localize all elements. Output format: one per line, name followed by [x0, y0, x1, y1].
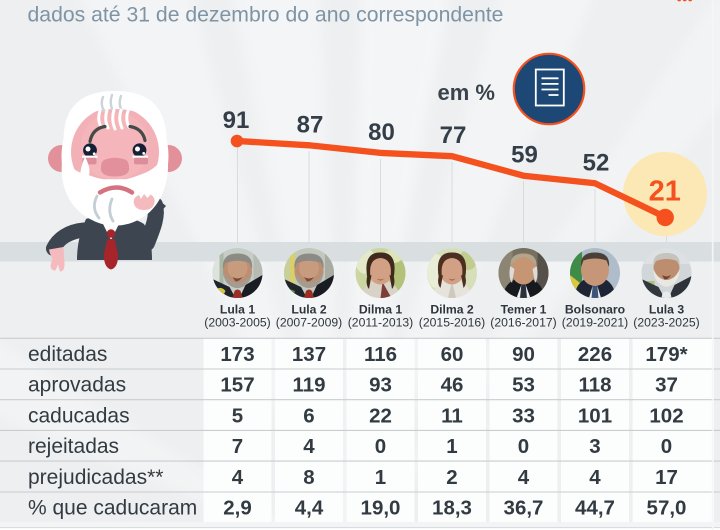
svg-text:(2007-2009): (2007-2009)	[276, 316, 342, 330]
svg-text:90: 90	[512, 343, 535, 366]
svg-text:18,3: 18,3	[432, 497, 472, 520]
svg-text:3: 3	[589, 435, 600, 458]
svg-text:(2011-2013): (2011-2013)	[348, 316, 414, 330]
svg-text:60: 60	[441, 343, 464, 366]
svg-text:93: 93	[369, 374, 392, 397]
svg-text:33: 33	[512, 404, 535, 427]
svg-text:(2016-2017): (2016-2017)	[490, 316, 556, 330]
svg-text:2: 2	[446, 466, 457, 489]
svg-text:5: 5	[232, 404, 243, 427]
svg-text:prejudicadas**: prejudicadas**	[28, 466, 163, 489]
svg-text:119: 119	[292, 374, 325, 397]
svg-text:dados até 31 de dezembro do an: dados até 31 de dezembro do ano correspo…	[28, 4, 504, 27]
svg-text:em %: em %	[438, 80, 495, 105]
svg-text:116: 116	[364, 343, 397, 366]
svg-text:52: 52	[583, 149, 610, 176]
svg-text:4: 4	[589, 466, 601, 489]
svg-text:(2023-2025): (2023-2025)	[633, 316, 699, 330]
svg-text:editadas: editadas	[28, 343, 107, 366]
svg-text:rejeitadas: rejeitadas	[28, 435, 119, 458]
svg-text:137: 137	[292, 343, 326, 366]
svg-text:22: 22	[369, 404, 392, 427]
svg-text:Dilma 1: Dilma 1	[359, 302, 403, 316]
svg-text:1: 1	[375, 466, 386, 489]
svg-text:4,4: 4,4	[295, 497, 324, 520]
svg-text:2,9: 2,9	[223, 497, 252, 520]
svg-text:157: 157	[220, 374, 254, 397]
svg-text:59: 59	[511, 142, 538, 169]
svg-text:21: 21	[649, 176, 681, 208]
svg-text:6: 6	[303, 404, 314, 427]
svg-text:4: 4	[232, 466, 244, 489]
svg-text:0: 0	[375, 435, 386, 458]
svg-text:46: 46	[441, 374, 464, 397]
svg-text:87: 87	[297, 111, 324, 138]
svg-text:53: 53	[512, 374, 535, 397]
svg-text:Dilma 2: Dilma 2	[430, 302, 474, 316]
svg-text:57,0: 57,0	[647, 497, 687, 520]
svg-text:(2003-2005): (2003-2005)	[204, 316, 270, 330]
svg-text:77: 77	[440, 122, 467, 149]
svg-text:aprovadas: aprovadas	[28, 374, 126, 397]
svg-text:1: 1	[446, 435, 457, 458]
svg-text:226: 226	[578, 343, 612, 366]
svg-text:179*: 179*	[645, 343, 687, 366]
svg-text:7: 7	[232, 435, 243, 458]
svg-text:Bolsonaro: Bolsonaro	[565, 302, 625, 316]
svg-text:4: 4	[518, 466, 530, 489]
svg-text:0: 0	[518, 435, 529, 458]
svg-text:(2015-2016): (2015-2016)	[419, 316, 485, 330]
svg-text:caducadas: caducadas	[28, 404, 130, 427]
svg-text:80: 80	[368, 119, 395, 146]
svg-text:36,7: 36,7	[504, 497, 544, 520]
svg-text:118: 118	[578, 374, 611, 397]
svg-text:% que caducaram: % que caducaram	[28, 497, 197, 520]
svg-text:8: 8	[303, 466, 314, 489]
svg-text:(2019-2021): (2019-2021)	[562, 316, 628, 330]
svg-text:101: 101	[578, 404, 612, 427]
svg-text:17: 17	[655, 466, 678, 489]
svg-text:11: 11	[441, 404, 463, 427]
svg-text:Lula 3: Lula 3	[649, 302, 684, 316]
svg-text:4: 4	[303, 435, 315, 458]
svg-text:173: 173	[220, 343, 254, 366]
svg-text:Temer 1: Temer 1	[501, 302, 547, 316]
svg-text:91: 91	[223, 107, 250, 134]
svg-text:0: 0	[661, 435, 672, 458]
svg-text:44,7: 44,7	[575, 497, 615, 520]
svg-text:19,0: 19,0	[361, 497, 401, 520]
svg-text:37: 37	[655, 374, 678, 397]
svg-text:Lula 1: Lula 1	[220, 302, 255, 316]
svg-text:Lula 2: Lula 2	[291, 302, 326, 316]
svg-text:102: 102	[649, 404, 683, 427]
